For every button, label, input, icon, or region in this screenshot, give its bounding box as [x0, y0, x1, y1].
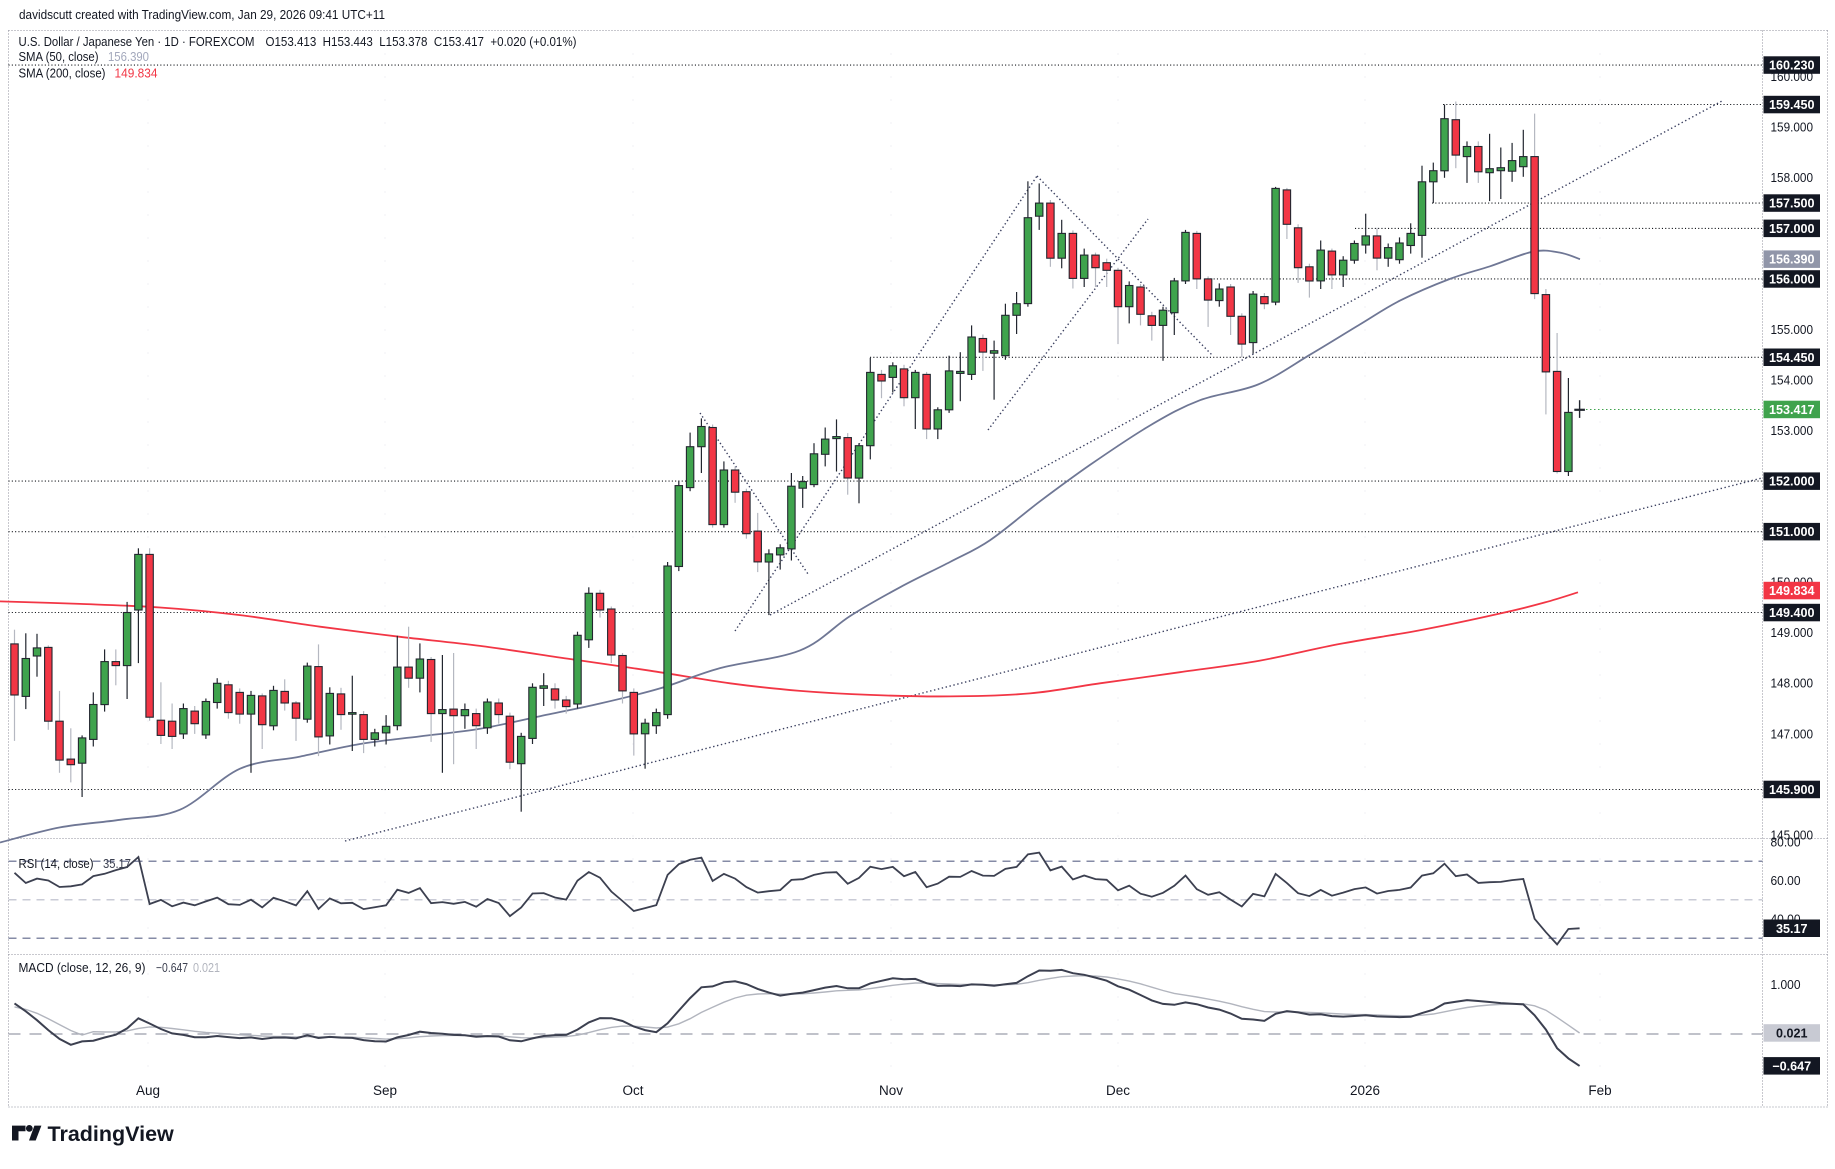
- svg-text:160.230: 160.230: [1769, 59, 1815, 73]
- svg-text:157.000: 157.000: [1769, 222, 1815, 236]
- svg-text:davidscutt created with Tradin: davidscutt created with TradingView.com,…: [19, 7, 385, 22]
- svg-text:156.390: 156.390: [1769, 253, 1815, 267]
- svg-text:TradingView: TradingView: [48, 1122, 175, 1146]
- svg-text:149.000: 149.000: [1771, 625, 1814, 640]
- svg-text:−0.647: −0.647: [156, 960, 188, 975]
- svg-text:Aug: Aug: [136, 1083, 160, 1098]
- svg-text:159.450: 159.450: [1769, 98, 1815, 112]
- svg-text:Dec: Dec: [1106, 1083, 1130, 1098]
- svg-text:SMA (200, close): SMA (200, close): [19, 66, 106, 81]
- svg-text:155.000: 155.000: [1771, 322, 1814, 337]
- svg-text:149.834: 149.834: [115, 66, 158, 81]
- svg-text:Sep: Sep: [373, 1083, 397, 1098]
- svg-text:0.021: 0.021: [193, 960, 220, 975]
- svg-text:Oct: Oct: [622, 1083, 643, 1098]
- svg-text:SMA (50, close): SMA (50, close): [19, 49, 99, 64]
- svg-text:158.000: 158.000: [1771, 170, 1814, 185]
- svg-text:−0.647: −0.647: [1772, 1059, 1811, 1073]
- svg-text:154.450: 154.450: [1769, 351, 1815, 365]
- svg-text:RSI (14, close): RSI (14, close): [19, 856, 94, 871]
- svg-text:35.17: 35.17: [103, 856, 131, 871]
- svg-text:156.390: 156.390: [108, 49, 149, 64]
- svg-text:Feb: Feb: [1588, 1083, 1611, 1098]
- svg-text:149.834: 149.834: [1769, 584, 1815, 598]
- svg-text:154.000: 154.000: [1771, 372, 1814, 387]
- svg-text:149.400: 149.400: [1769, 606, 1815, 620]
- svg-text:60.00: 60.00: [1771, 873, 1801, 888]
- svg-text:0.021: 0.021: [1776, 1026, 1808, 1040]
- svg-text:80.00: 80.00: [1771, 834, 1801, 849]
- svg-text:145.000: 145.000: [1771, 827, 1814, 842]
- svg-text:153.000: 153.000: [1771, 423, 1814, 438]
- svg-text:156.000: 156.000: [1769, 272, 1815, 286]
- svg-text:1.000: 1.000: [1771, 977, 1801, 992]
- svg-text:O153.413 H153.443 L153.378: O153.413 H153.443 L153.378 C153.417 +0.0…: [266, 34, 577, 49]
- svg-text:Nov: Nov: [879, 1083, 903, 1098]
- svg-text:35.17: 35.17: [1776, 922, 1808, 936]
- svg-text:147.000: 147.000: [1771, 726, 1814, 741]
- svg-text:2026: 2026: [1350, 1083, 1380, 1098]
- svg-text:153.417: 153.417: [1769, 403, 1815, 417]
- svg-text:145.900: 145.900: [1769, 783, 1815, 797]
- svg-text:MACD (close, 12, 26, 9): MACD (close, 12, 26, 9): [19, 960, 146, 975]
- svg-text:152.000: 152.000: [1769, 475, 1815, 489]
- svg-text:157.500: 157.500: [1769, 197, 1815, 211]
- svg-text:U.S. Dollar / Japanese Yen · 1: U.S. Dollar / Japanese Yen · 1D · FOREXC…: [19, 34, 255, 49]
- svg-text:148.000: 148.000: [1771, 676, 1814, 691]
- svg-text:159.000: 159.000: [1771, 120, 1814, 135]
- svg-text:151.000: 151.000: [1769, 525, 1815, 539]
